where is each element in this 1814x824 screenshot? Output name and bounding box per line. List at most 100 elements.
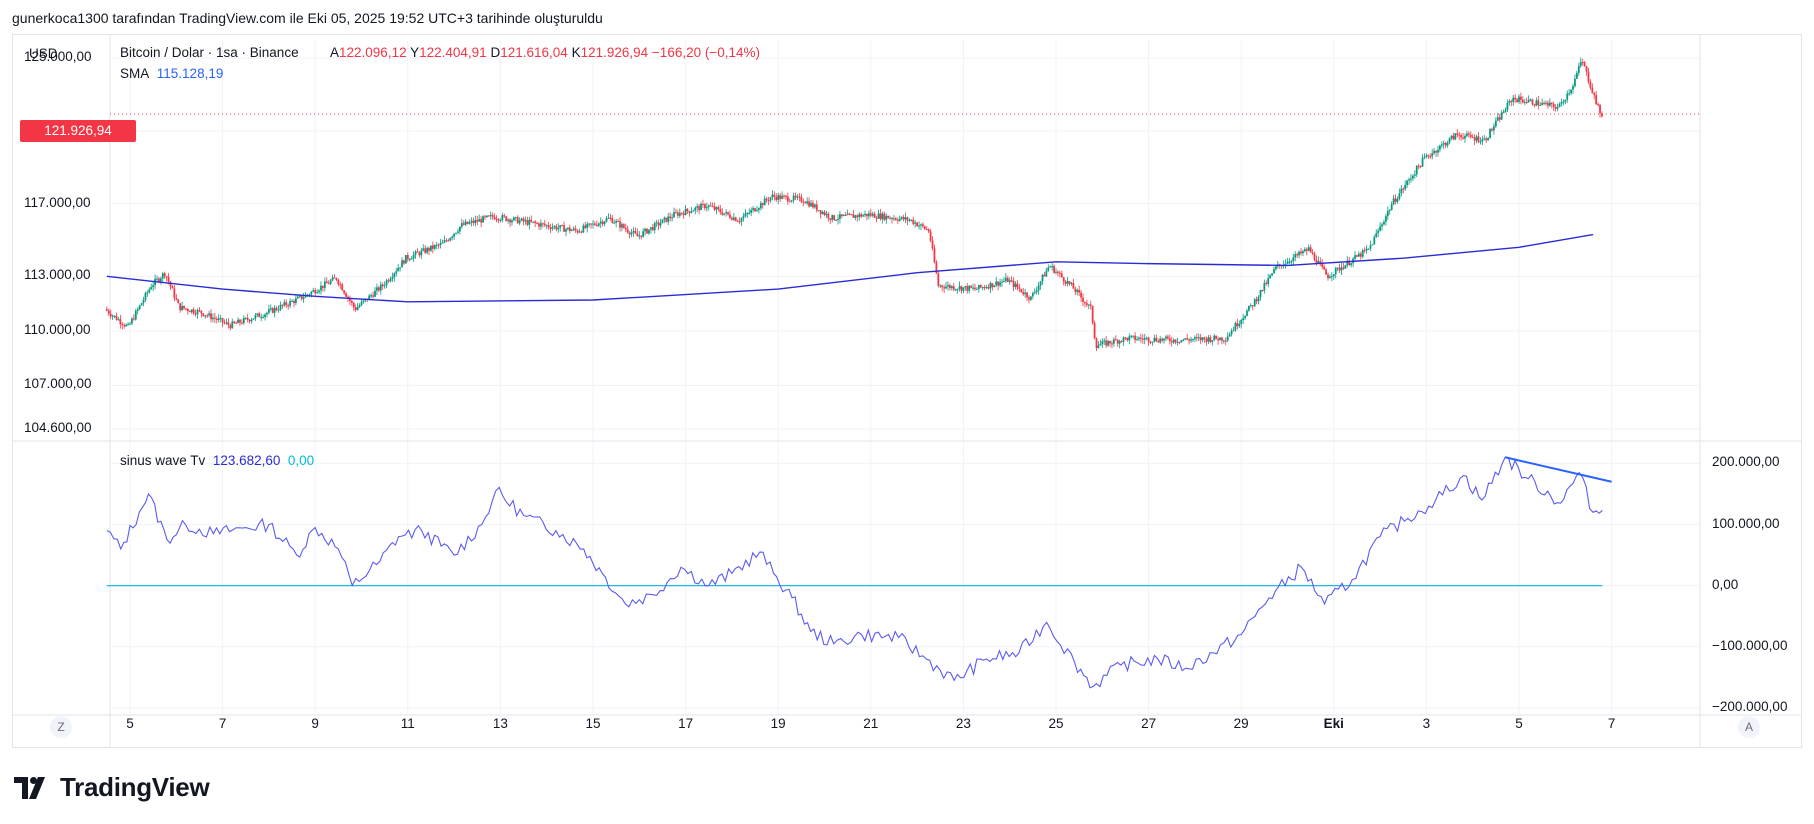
candle-body	[1275, 266, 1277, 270]
candle-body	[1344, 265, 1347, 269]
candle-body	[362, 300, 365, 302]
candle-body	[1547, 102, 1549, 106]
candle-body	[333, 277, 336, 279]
candle-body	[225, 322, 228, 324]
candle-body	[850, 214, 853, 216]
legend-sma[interactable]: SMA 115.128,19	[120, 66, 223, 81]
price-axis-tick: 104.600,00	[24, 420, 92, 436]
candle-body	[339, 284, 342, 286]
candle-body	[891, 218, 893, 220]
candle-body	[1413, 174, 1416, 176]
legend-sine[interactable]: sinus wave Tv 123.682,60 0,00	[120, 453, 314, 468]
candle-body	[873, 213, 876, 218]
candle-body	[1460, 135, 1463, 138]
candle-body	[740, 218, 743, 222]
candle-body	[1435, 150, 1437, 153]
candle-body	[586, 223, 589, 228]
candle-body	[1548, 102, 1551, 106]
candle-body	[505, 216, 508, 221]
candle-body	[1060, 273, 1063, 278]
candle-body	[767, 200, 770, 202]
candle-body	[628, 232, 631, 235]
sine-label: sinus wave Tv	[120, 453, 206, 468]
candle-body	[983, 287, 986, 289]
candle-body	[1170, 341, 1173, 343]
price-axis-tick: 113.000,00	[24, 267, 91, 283]
candle-body	[455, 232, 457, 234]
candle-body	[387, 280, 390, 282]
candle-body	[142, 299, 145, 304]
candle-body	[663, 217, 666, 220]
candle-body	[198, 310, 201, 312]
candle-body	[1307, 247, 1310, 251]
candle-body	[815, 204, 818, 211]
candle-body	[622, 224, 625, 228]
candle-body	[881, 213, 884, 220]
candle-body	[158, 278, 160, 282]
candle-body	[1384, 216, 1387, 222]
candle-body	[1217, 338, 1219, 341]
candle-body	[1064, 281, 1067, 284]
candle-body	[1271, 273, 1273, 276]
candle-body	[788, 201, 791, 203]
candle-body	[1558, 103, 1561, 107]
candle-body	[1055, 271, 1057, 273]
candle-body	[457, 231, 459, 233]
candle-body	[1035, 290, 1038, 293]
candle-body	[1545, 102, 1547, 104]
candle-body	[372, 295, 374, 297]
candle-body	[1103, 340, 1106, 342]
candle-body	[557, 227, 560, 230]
candle-body	[700, 204, 702, 211]
candle-body	[595, 224, 598, 226]
candle-body	[1354, 255, 1356, 259]
candle-body	[385, 280, 388, 286]
candle-body	[447, 240, 450, 242]
currency-label[interactable]: USD	[29, 46, 58, 61]
candle-body	[441, 242, 444, 244]
candle-body	[1375, 233, 1378, 237]
candle-body	[1325, 269, 1327, 275]
candle-body	[810, 202, 812, 207]
candle-body	[1255, 299, 1258, 302]
candle-body	[657, 222, 660, 226]
candle-body	[769, 197, 772, 201]
brand[interactable]: TradingView	[14, 772, 210, 803]
candle-body	[233, 321, 236, 323]
candle-body	[352, 302, 355, 308]
time-axis-tick: 27	[1141, 716, 1157, 731]
candle-body	[215, 318, 218, 320]
candle-body	[449, 238, 452, 241]
candle-body	[291, 300, 293, 302]
candle-body	[995, 281, 998, 286]
candle-body	[570, 230, 573, 232]
timezone-icon[interactable]: Z	[50, 716, 72, 738]
candle-body	[1128, 336, 1131, 341]
candle-body	[1570, 89, 1572, 94]
candle-body	[547, 225, 550, 228]
candle-body	[1427, 155, 1430, 157]
candle-body	[513, 217, 515, 221]
candle-body	[219, 318, 222, 320]
candle-body	[603, 221, 606, 225]
candle-body	[1087, 304, 1090, 306]
candle-body	[497, 219, 500, 221]
candle-body	[883, 213, 886, 220]
auto-scale-icon[interactable]: A	[1738, 716, 1760, 738]
candle-body	[1585, 66, 1588, 72]
candle-body	[1502, 112, 1505, 114]
candle-body	[152, 285, 155, 288]
candle-body	[1174, 339, 1177, 343]
price-axis-tick: 107.000,00	[24, 376, 92, 392]
tradingview-logo-icon	[14, 776, 45, 799]
candle-body	[478, 219, 481, 222]
candle-body	[109, 313, 112, 317]
candle-body	[327, 283, 330, 285]
candle-body	[185, 308, 187, 310]
sma-label: SMA	[120, 66, 150, 81]
time-axis-tick: 13	[492, 716, 508, 731]
candle-body	[111, 315, 114, 317]
legend-title[interactable]: Bitcoin / Dolar · 1sa · Binance	[120, 45, 299, 60]
candle-body	[914, 222, 917, 224]
